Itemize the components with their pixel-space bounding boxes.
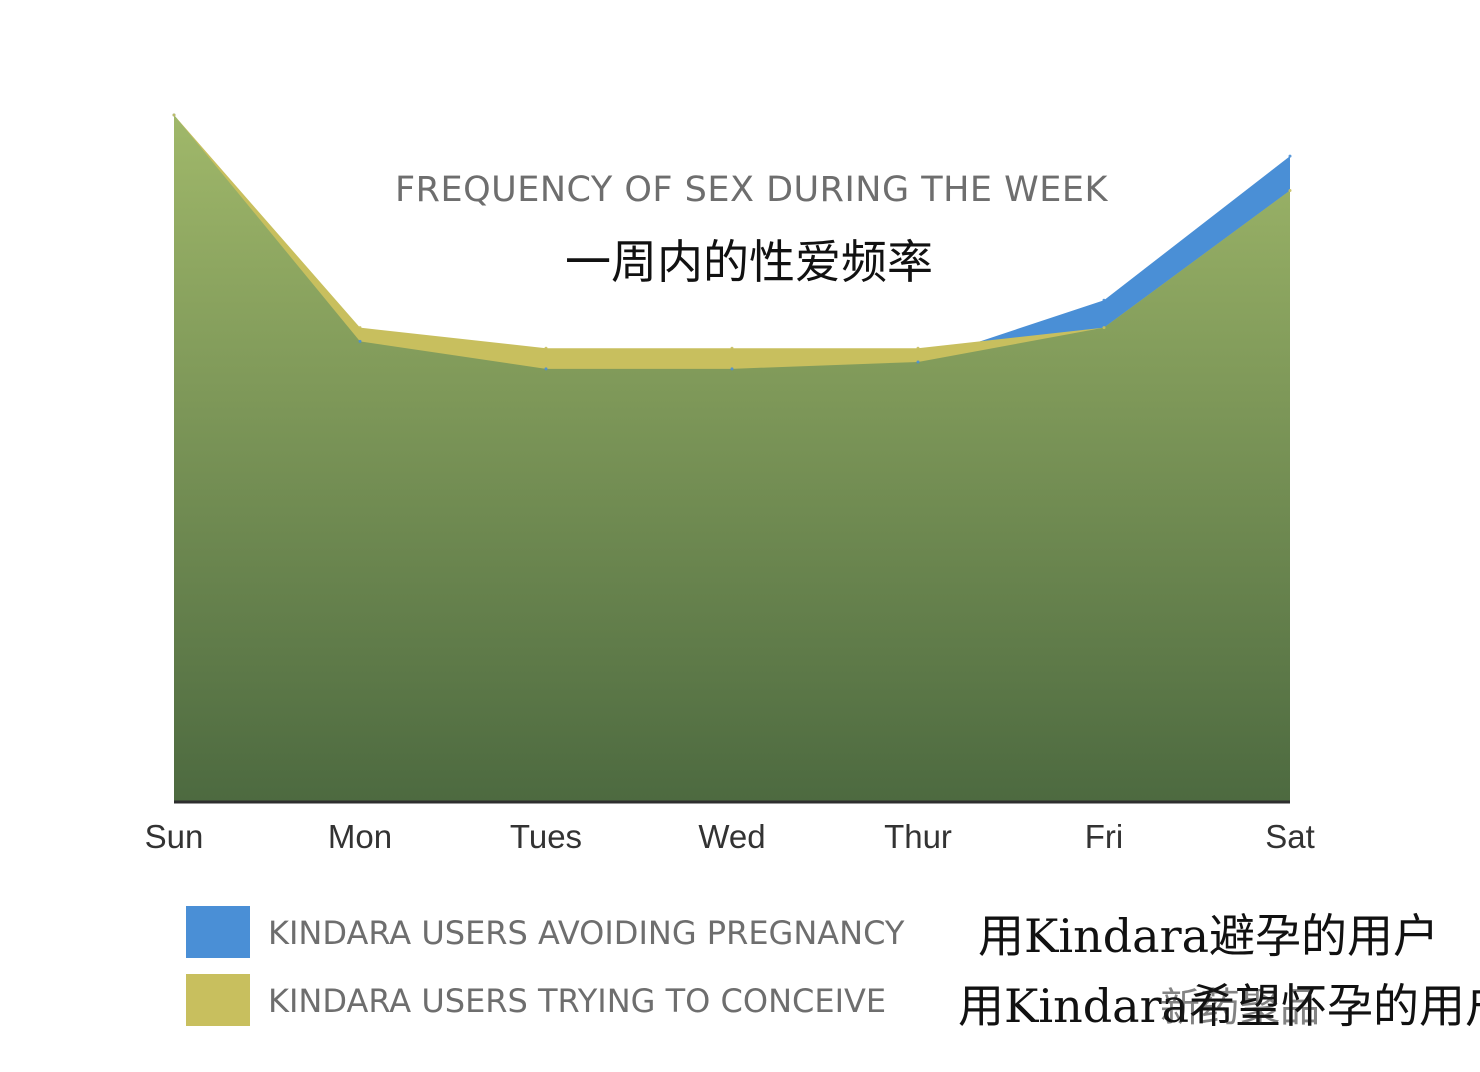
data-point-s1-sat	[1288, 188, 1292, 192]
data-point-s0-sat	[1288, 154, 1292, 158]
data-point-s0-wed	[730, 367, 734, 371]
legend-swatch-conceive	[186, 974, 250, 1026]
x-tick-label-wed: Wed	[698, 818, 765, 855]
x-tick-label-mon: Mon	[328, 818, 392, 855]
data-point-s1-tues	[544, 346, 548, 350]
data-point-s1-sun	[172, 113, 176, 117]
x-tick-label-fri: Fri	[1085, 818, 1123, 855]
data-point-s0-thur	[916, 360, 920, 364]
x-tick-label-thur: Thur	[884, 818, 952, 855]
chart-title: FREQUENCY OF SEX DURING THE WEEK	[395, 170, 1108, 210]
x-tick-label-tues: Tues	[510, 818, 582, 855]
data-point-s1-thur	[916, 346, 920, 350]
chart-subtitle: 一周内的性爱频率	[565, 235, 933, 289]
data-point-s0-tues	[544, 367, 548, 371]
legend-translation-conceive: 用Kindara希望怀孕的用户	[958, 979, 1480, 1033]
data-point-s0-mon	[358, 339, 362, 343]
data-point-s1-mon	[358, 326, 362, 330]
x-tick-label-sun: Sun	[145, 818, 204, 855]
data-point-s0-fri	[1102, 298, 1106, 302]
legend-translation-avoiding: 用Kindara避孕的用户	[978, 909, 1439, 963]
legend-swatch-avoiding	[186, 906, 250, 958]
overlap-area	[174, 115, 1290, 801]
legend-label-conceive: KINDARA USERS TRYING TO CONCEIVE	[268, 982, 887, 1020]
data-point-s1-wed	[730, 346, 734, 350]
data-point-s1-fri	[1102, 326, 1106, 330]
legend-label-avoiding: KINDARA USERS AVOIDING PREGNANCY	[268, 914, 905, 952]
watermark-text: 新药聚品	[1160, 985, 1320, 1031]
x-tick-label-sat: Sat	[1265, 818, 1315, 855]
